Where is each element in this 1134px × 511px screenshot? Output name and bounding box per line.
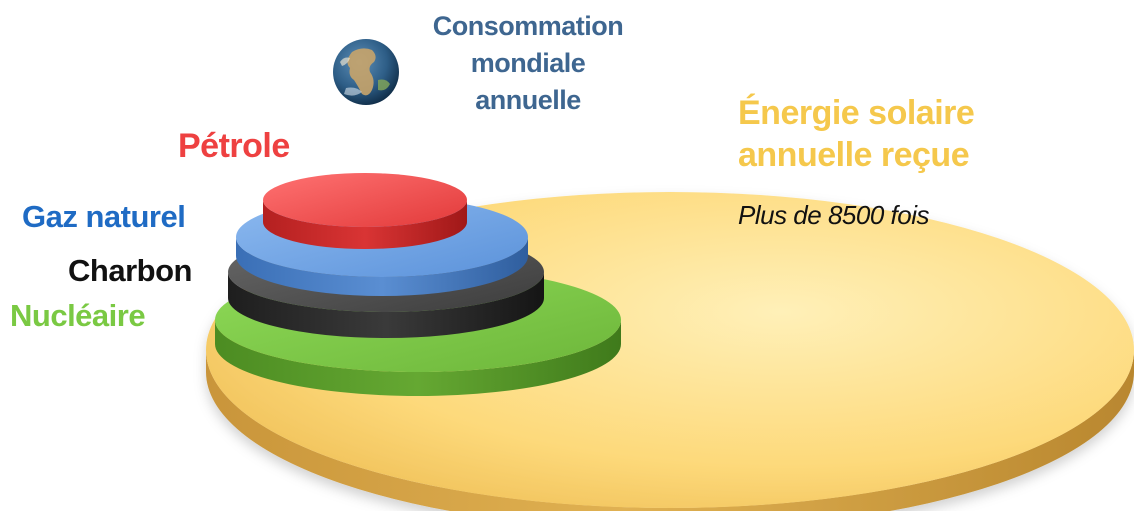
earth-globe-icon bbox=[333, 39, 399, 105]
consumption-label: Consommation mondiale annuelle bbox=[432, 11, 624, 115]
solar-energy-label: Énergie solaire annuelle reçue bbox=[738, 94, 975, 174]
oil-label: Pétrole bbox=[178, 127, 290, 165]
gas-label: Gaz naturel bbox=[22, 199, 186, 234]
coal-label: Charbon bbox=[68, 253, 192, 288]
solar-ratio-label: Plus de 8500 fois bbox=[738, 200, 929, 230]
nuclear-label: Nucléaire bbox=[10, 298, 146, 333]
oil-disc bbox=[263, 173, 467, 249]
